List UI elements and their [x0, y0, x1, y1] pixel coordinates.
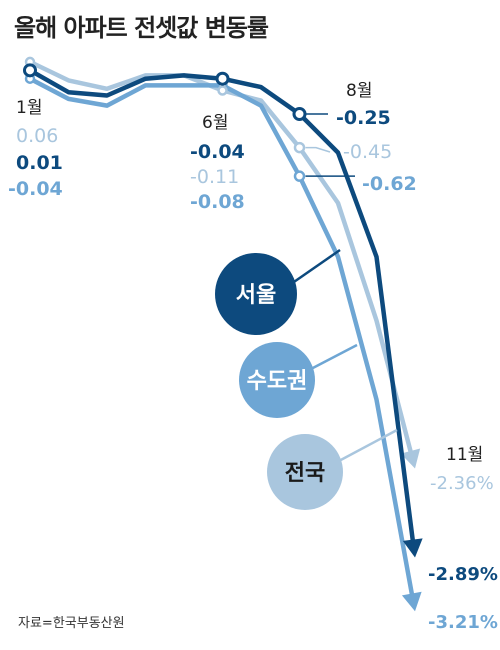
- value-label-m11-sudo: -3.21%: [428, 612, 498, 633]
- data-point-sudo-7: [293, 170, 306, 182]
- legend-label-jeonguk: 전국: [285, 461, 325, 486]
- value-label-m8-sudo: -0.62: [362, 173, 417, 195]
- legend-label-sudo: 수도권: [247, 369, 308, 394]
- value-label-m6-sudo: -0.08: [190, 191, 245, 213]
- source-note: 자료=한국부동산원: [18, 616, 125, 631]
- value-label-m6-seoul: -0.04: [190, 141, 245, 163]
- legend-label-seoul: 서울: [236, 283, 276, 308]
- data-point-seoul-5: [215, 71, 230, 86]
- series-arrowhead-jeonguk: [400, 448, 421, 469]
- legend-pointer-sudo: [308, 343, 358, 372]
- value-label-m8-seoul: -0.25: [336, 107, 391, 129]
- month-label-11: 11월: [446, 445, 483, 465]
- legend-bubble-seoul: [215, 253, 297, 335]
- value-label-m1-jeonguk: 0.06: [16, 125, 58, 147]
- value-label-m11-jeonguk: -2.36%: [430, 473, 494, 494]
- legend-pointer-seoul: [290, 248, 341, 286]
- value-label-m1-seoul: 0.01: [16, 152, 63, 174]
- series-arrowhead-sudo: [401, 591, 422, 612]
- data-point-jeonguk-5: [217, 85, 228, 96]
- value-label-m1-sudo: -0.04: [8, 178, 63, 200]
- legend-bubble-jeonguk: [267, 434, 343, 510]
- connector-jeonguk: [305, 146, 331, 153]
- data-point-seoul-7: [292, 107, 307, 121]
- legend-pointer-jeonguk: [336, 428, 398, 464]
- month-label-6: 6월: [202, 113, 228, 133]
- month-label-1: 1월: [16, 98, 42, 118]
- chart-title: 올해 아파트 전셋값 변동률: [14, 14, 269, 42]
- value-label-m11-seoul: -2.89%: [428, 564, 498, 585]
- value-label-m8-jeonguk: -0.45: [343, 141, 392, 163]
- month-label-8: 8월: [346, 81, 372, 101]
- legend-bubble-sudo: [239, 342, 315, 418]
- series-arrowhead-seoul: [402, 538, 423, 558]
- data-point-seoul-0: [23, 63, 37, 78]
- value-label-m6-jeonguk: -0.11: [190, 166, 239, 188]
- data-point-jeonguk-7: [293, 141, 306, 154]
